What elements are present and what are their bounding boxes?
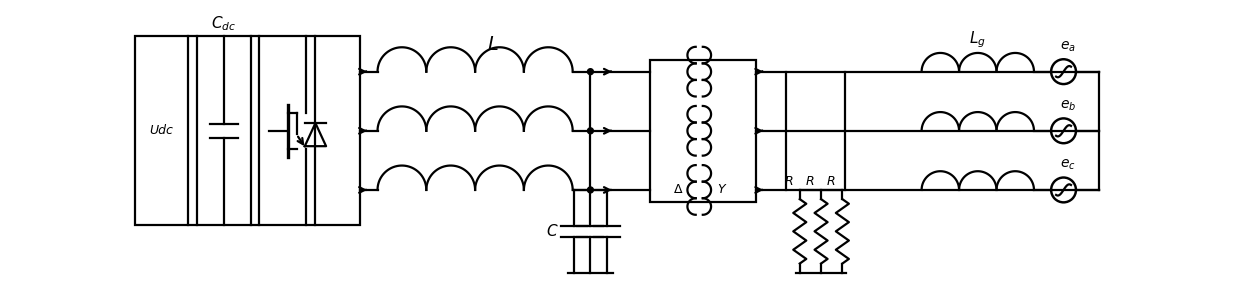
Bar [135, 36, 188, 225]
Text: $L_g$: $L_g$ [970, 30, 986, 50]
Text: $C_{dc}$: $C_{dc}$ [211, 14, 237, 33]
Circle shape [588, 69, 594, 75]
Text: $\Delta$: $\Delta$ [673, 183, 683, 196]
Bar [197, 36, 250, 225]
Circle shape [588, 128, 594, 134]
Text: R: R [827, 175, 836, 188]
Text: Y: Y [717, 183, 724, 196]
Bar [259, 36, 360, 225]
Text: $C$: $C$ [547, 223, 559, 239]
Text: R: R [784, 175, 792, 188]
Text: $e_b$: $e_b$ [1060, 99, 1076, 113]
Text: R: R [806, 175, 815, 188]
Text: $e_a$: $e_a$ [1060, 39, 1076, 54]
Text: $L$: $L$ [487, 35, 498, 54]
Text: Udc: Udc [150, 124, 174, 137]
Text: $e_c$: $e_c$ [1060, 158, 1076, 172]
Circle shape [588, 187, 594, 193]
Bar [650, 60, 756, 202]
